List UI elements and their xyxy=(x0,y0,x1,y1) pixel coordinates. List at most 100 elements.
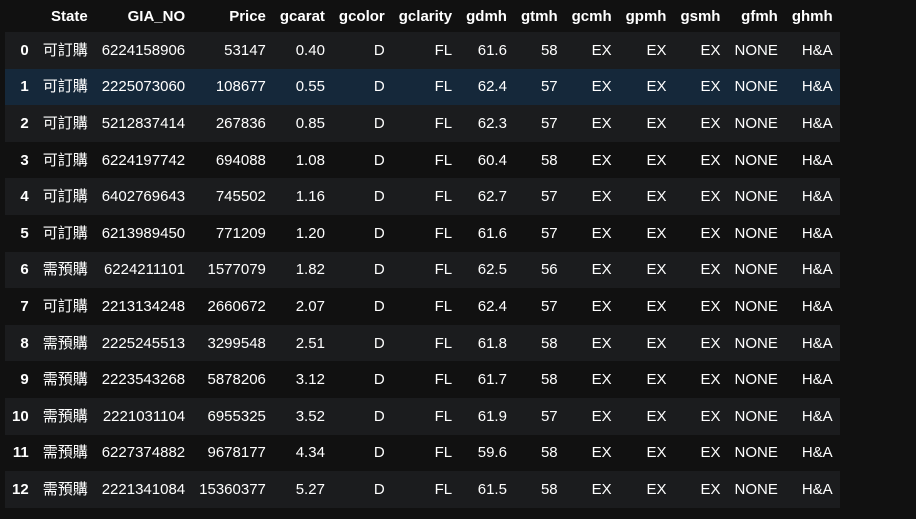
cell-gcmh: EX xyxy=(591,480,612,498)
cell-gpmh: EX xyxy=(646,41,667,59)
table-row: 7 可訂購 2213134248 2660672 2.07 D FL 62.4 57 EX EX EX… xyxy=(5,288,840,325)
cell-gclarity: FL xyxy=(434,224,453,242)
cell-gclarity: FL xyxy=(434,78,453,96)
table-header: State GIA_NO Price gcarat gcolor gclarit… xyxy=(5,0,840,32)
cell-gia-no: 2225245513 xyxy=(101,334,186,352)
cell-gsmh: EX xyxy=(700,407,721,425)
index-header xyxy=(5,0,36,32)
cell-gcarat: 1.82 xyxy=(295,261,325,279)
column-header-ghmh: ghmh xyxy=(791,7,833,25)
column-header-gpmh: gpmh xyxy=(625,7,667,25)
cell-price: 2660672 xyxy=(207,297,266,315)
cell-gfmh: NONE xyxy=(734,188,778,206)
cell-gtmh: 57 xyxy=(540,114,558,132)
cell-gpmh: EX xyxy=(646,188,667,206)
cell-gdmh: 60.4 xyxy=(477,151,507,169)
cell-gcmh: EX xyxy=(591,78,612,96)
cell-gclarity: FL xyxy=(434,188,453,206)
cell-state: 可訂購 xyxy=(42,151,88,169)
cell-gia-no: 2221341084 xyxy=(101,480,186,498)
cell-ghmh: H&A xyxy=(801,444,833,462)
cell-state: 可訂購 xyxy=(42,224,88,242)
cell-gcarat: 2.07 xyxy=(295,297,325,315)
cell-gfmh: NONE xyxy=(734,371,778,389)
cell-gsmh: EX xyxy=(700,114,721,132)
cell-gpmh: EX xyxy=(646,114,667,132)
cell-gcmh: EX xyxy=(591,151,612,169)
cell-ghmh: H&A xyxy=(801,188,833,206)
table-row: 11 需預購 6227374882 9678177 4.34 D FL 59.6 58 EX EX E… xyxy=(5,434,840,472)
cell-state: 需預購 xyxy=(42,261,88,279)
cell-gtmh: 58 xyxy=(540,371,558,389)
cell-gcarat: 5.27 xyxy=(295,480,325,498)
cell-gdmh: 62.7 xyxy=(477,188,507,206)
cell-gfmh: NONE xyxy=(734,480,778,498)
cell-gsmh: EX xyxy=(700,480,721,498)
cell-gpmh: EX xyxy=(646,78,667,96)
table-row: 0 可訂購 6224158906 53147 0.40 D FL 61.6 58 EX EX EX NO… xyxy=(5,32,840,69)
column-header-price: Price xyxy=(229,7,266,25)
row-index: 6 xyxy=(20,261,29,279)
cell-price: 15360377 xyxy=(199,480,266,498)
cell-gcarat: 0.55 xyxy=(295,78,325,96)
cell-gdmh: 61.7 xyxy=(477,371,507,389)
cell-gtmh: 58 xyxy=(540,480,558,498)
cell-gia-no: 6224158906 xyxy=(101,41,186,59)
cell-gcmh: EX xyxy=(591,371,612,389)
table-row: 12 需預購 2221341084 15360377 5.27 D FL 61.5 58 EX EX… xyxy=(5,471,840,508)
row-index: 2 xyxy=(20,114,29,132)
cell-state: 需預購 xyxy=(42,407,88,425)
cell-gtmh: 56 xyxy=(540,261,558,279)
cell-gia-no: 2223543268 xyxy=(101,371,186,389)
row-index: 10 xyxy=(12,407,29,425)
cell-ghmh: H&A xyxy=(801,151,833,169)
cell-gfmh: NONE xyxy=(734,224,778,242)
column-header-gia-no: GIA_NO xyxy=(127,7,186,25)
cell-gclarity: FL xyxy=(434,151,453,169)
cell-gsmh: EX xyxy=(700,371,721,389)
cell-gsmh: EX xyxy=(700,78,721,96)
cell-gcolor: D xyxy=(373,188,385,206)
cell-gcmh: EX xyxy=(591,334,612,352)
column-header-gsmh: gsmh xyxy=(680,7,721,25)
cell-gia-no: 6224211101 xyxy=(103,261,186,279)
column-header-gcolor: gcolor xyxy=(338,7,385,25)
cell-gpmh: EX xyxy=(646,224,667,242)
cell-state: 需預購 xyxy=(42,480,88,498)
cell-gclarity: FL xyxy=(434,114,453,132)
cell-gsmh: EX xyxy=(700,224,721,242)
cell-gpmh: EX xyxy=(646,297,667,315)
cell-gia-no: 2225073060 xyxy=(101,78,186,96)
cell-price: 267836 xyxy=(215,114,266,132)
cell-state: 可訂購 xyxy=(42,188,88,206)
cell-gia-no: 2221031104 xyxy=(102,407,186,425)
cell-state: 可訂購 xyxy=(42,297,88,315)
cell-gcolor: D xyxy=(373,78,385,96)
column-header-state: State xyxy=(51,7,88,25)
cell-ghmh: H&A xyxy=(801,224,833,242)
cell-gfmh: NONE xyxy=(734,151,778,169)
cell-gcmh: EX xyxy=(591,41,612,59)
cell-gfmh: NONE xyxy=(734,334,778,352)
cell-gclarity: FL xyxy=(434,444,453,462)
column-header-gtmh: gtmh xyxy=(520,7,558,25)
cell-state: 需預購 xyxy=(42,444,88,462)
cell-gtmh: 58 xyxy=(540,41,558,59)
cell-state: 可訂購 xyxy=(42,41,88,59)
cell-gcmh: EX xyxy=(591,188,612,206)
cell-gdmh: 61.6 xyxy=(477,224,507,242)
cell-gdmh: 61.9 xyxy=(477,407,507,425)
cell-gsmh: EX xyxy=(700,261,721,279)
cell-gia-no: 6402769643 xyxy=(101,188,186,206)
cell-gcolor: D xyxy=(373,41,385,59)
cell-gcolor: D xyxy=(373,480,385,498)
cell-gcmh: EX xyxy=(591,114,612,132)
cell-gcmh: EX xyxy=(591,224,612,242)
cell-gsmh: EX xyxy=(700,151,721,169)
cell-gclarity: FL xyxy=(434,334,453,352)
cell-state: 需預購 xyxy=(42,334,88,352)
table-row: 3 可訂購 6224197742 694088 1.08 D FL 60.4 58 EX EX EX N… xyxy=(5,141,840,179)
row-index: 11 xyxy=(12,444,29,462)
cell-gcarat: 4.34 xyxy=(295,444,325,462)
